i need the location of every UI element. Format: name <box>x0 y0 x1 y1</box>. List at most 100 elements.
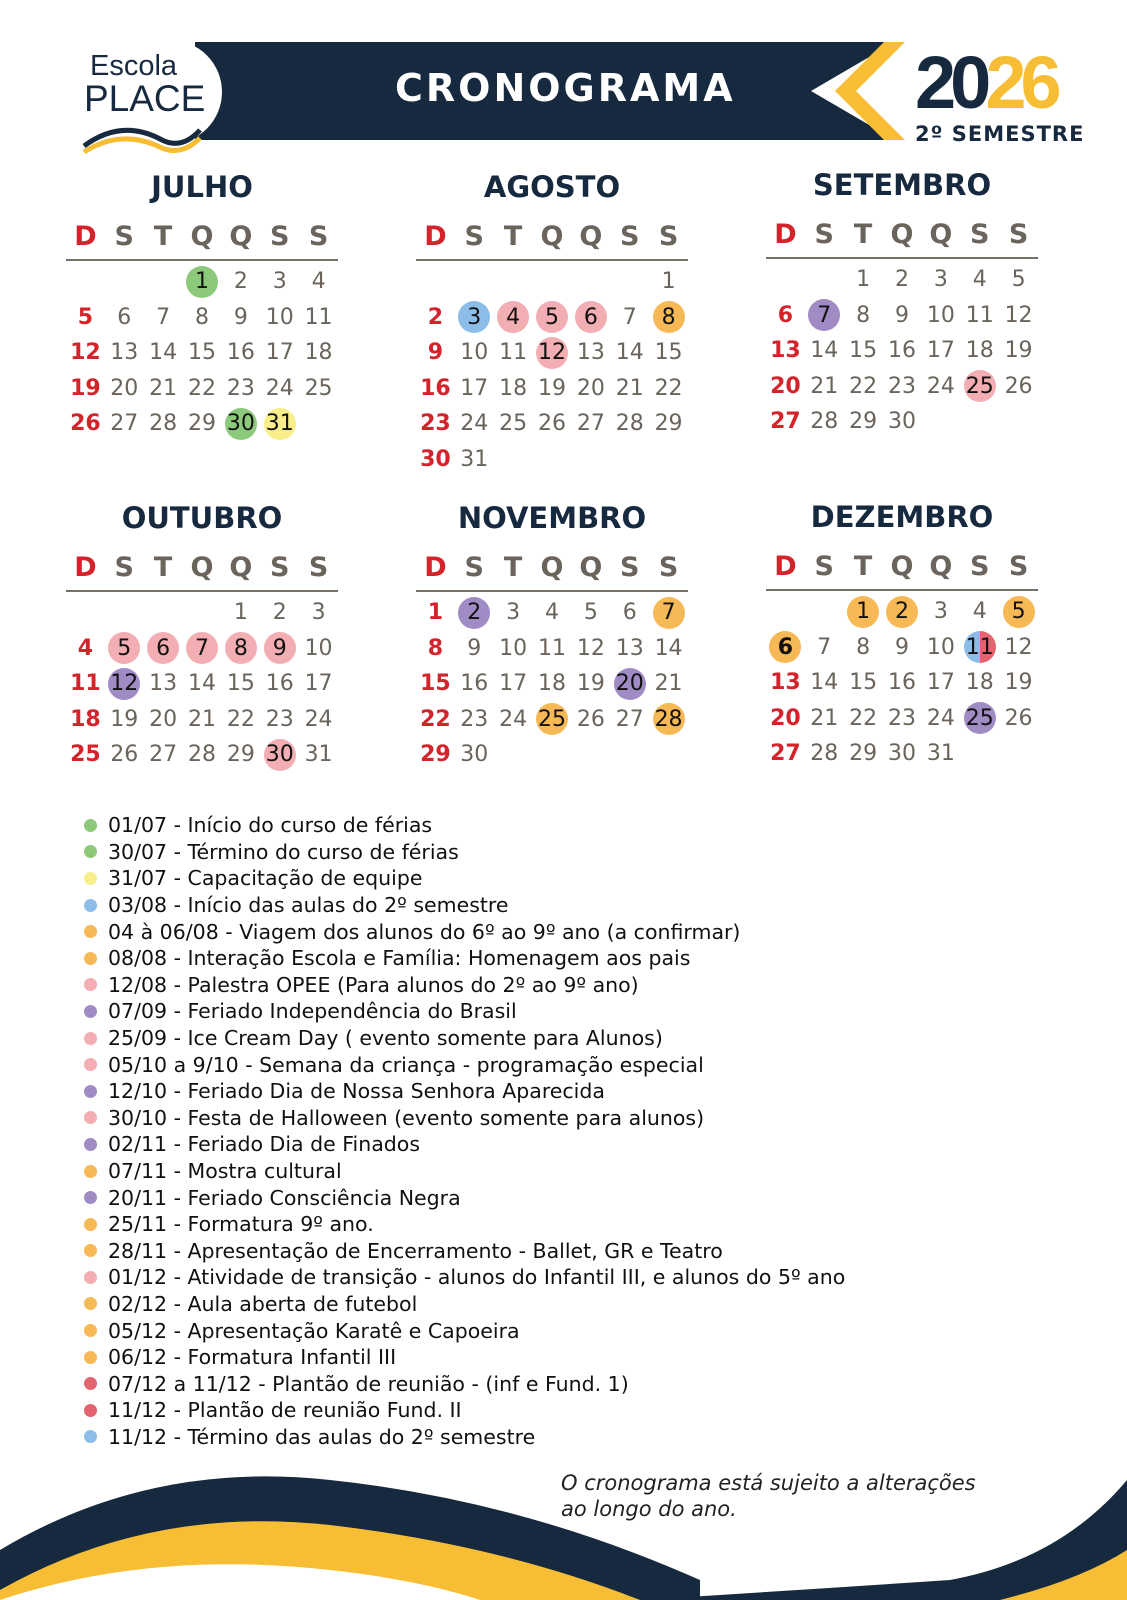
school-logo: Escola PLACE <box>72 40 222 155</box>
day-cell: 25 <box>960 369 999 405</box>
day-cell: 15 <box>226 671 255 697</box>
legend-text: 31/07 - Capacitação de equipe <box>108 866 423 891</box>
day-cell: 3 <box>933 267 948 293</box>
day-cell: 27 <box>770 741 801 767</box>
weekday-label: D <box>774 551 797 582</box>
month-setembro: SETEMBRO D S T Q Q S S 1 2 3 4 5 6 7 8 9 10 11 12 13 14 15 16 17… <box>766 165 1038 440</box>
highlighted-day: 6 <box>769 631 802 664</box>
day-cell: 7 <box>649 595 688 631</box>
weekday-label: Q <box>929 551 953 582</box>
legend-item: 07/09 - Feriado Independência do Brasil <box>84 998 845 1025</box>
day-cell: 17 <box>926 670 955 696</box>
day-cell: 13 <box>149 671 178 697</box>
weekday-label: D <box>774 219 797 250</box>
day-cell: 1 <box>661 269 676 295</box>
legend-dot-icon <box>84 1004 97 1018</box>
day-cell: 5 <box>105 631 144 667</box>
highlighted-day: 25 <box>963 702 996 735</box>
day-cell: 12 <box>533 335 572 371</box>
day-cell: 31 <box>260 406 299 442</box>
day-cell: 9 <box>894 634 909 660</box>
legend-item: 07/11 - Mostra cultural <box>84 1158 845 1185</box>
legend-text: 11/12 - Plantão de reunião Fund. II <box>108 1398 462 1423</box>
legend-dot-icon <box>84 1297 97 1311</box>
day-cell: 2 <box>883 594 922 630</box>
day-cell: 12 <box>105 666 144 702</box>
weekday-label: S <box>114 552 134 583</box>
day-cell: 2 <box>272 600 287 626</box>
semester-label: 2º SEMESTRE <box>915 122 1085 146</box>
legend-text: 02/12 - Aula aberta de futebol <box>108 1291 418 1316</box>
day-cell: 23 <box>887 373 916 399</box>
day-cell: 7 <box>183 631 222 667</box>
day-cell: 19 <box>70 375 101 401</box>
highlighted-day: 25 <box>535 703 568 736</box>
day-cell: 16 <box>460 671 489 697</box>
highlighted-day: 9 <box>263 632 296 665</box>
highlighted-day: 7 <box>808 299 841 332</box>
legend-dot-icon <box>84 1324 97 1338</box>
legend-text: 04 à 06/08 - Viagem dos alunos do 6º ao … <box>108 919 741 944</box>
day-cell: 4 <box>494 300 533 336</box>
day-cell: 25 <box>499 411 528 437</box>
legend-text: 03/08 - Início das aulas do 2º semestre <box>108 893 509 918</box>
day-cell: 28 <box>149 411 178 437</box>
day-cell: 22 <box>226 706 255 732</box>
legend-dot-icon <box>84 818 97 832</box>
day-cell: 6 <box>117 304 132 330</box>
legend-item: 30/10 - Festa de Halloween (evento somen… <box>84 1105 845 1132</box>
day-cell: 30 <box>260 737 299 773</box>
day-cell: 30 <box>887 741 916 767</box>
day-cell: 24 <box>304 706 333 732</box>
highlighted-day: 6 <box>574 301 607 334</box>
weekday-label: S <box>814 551 834 582</box>
day-cell: 22 <box>420 706 451 732</box>
day-cell: 3 <box>506 600 521 626</box>
day-cell: 24 <box>926 705 955 731</box>
day-cell: 26 <box>537 411 566 437</box>
legend-item: 11/12 - Término das aulas do 2º semestre <box>84 1424 845 1451</box>
day-grid: 1 2 3 4 5 6 7 8 9 10 11 12 13 14 15 16 17 18 19 20 21 22 23 24 2… <box>766 262 1038 440</box>
day-cell: 18 <box>965 670 994 696</box>
day-cell: 4 <box>77 635 94 661</box>
month-title: DEZEMBRO <box>810 500 994 534</box>
legend-dot-icon <box>84 925 97 939</box>
legend-dot-icon <box>84 1191 97 1205</box>
legend-dot-icon <box>84 1111 97 1125</box>
day-cell: 14 <box>810 670 839 696</box>
day-cell: 21 <box>187 706 216 732</box>
legend-dot-icon <box>84 1350 97 1364</box>
highlighted-day: 25 <box>963 370 996 403</box>
day-cell: 22 <box>849 373 878 399</box>
day-grid: 1 2 3 4 5 6 7 8 9 10 11 12 13 14 15 16 17 18 19 20 21 22 23 24 2… <box>66 264 338 442</box>
day-cell: 17 <box>304 671 333 697</box>
day-cell: 11 <box>304 304 333 330</box>
legend-text: 05/10 a 9/10 - Semana da criança - progr… <box>108 1052 704 1077</box>
legend-item: 01/07 - Início do curso de férias <box>84 812 845 839</box>
legend-item: 31/07 - Capacitação de equipe <box>84 865 845 892</box>
day-cell: 11 <box>537 635 566 661</box>
legend-item: 03/08 - Início das aulas do 2º semestre <box>84 892 845 919</box>
highlighted-day: 30 <box>263 738 296 771</box>
day-cell: 9 <box>233 304 248 330</box>
day-cell: 17 <box>265 340 294 366</box>
day-cell: 19 <box>1004 670 1033 696</box>
legend-item: 28/11 - Apresentação de Encerramento - B… <box>84 1238 845 1265</box>
weekday-label: S <box>269 552 290 583</box>
legend-item: 11/12 - Plantão de reunião Fund. II <box>84 1397 845 1424</box>
day-cell: 11 <box>960 630 999 666</box>
weekday-label: Q <box>890 551 914 582</box>
day-cell: 4 <box>972 267 987 293</box>
day-cell: 30 <box>420 446 451 472</box>
weekday-label: Q <box>890 219 914 250</box>
day-cell: 11 <box>965 302 994 328</box>
highlighted-day: 5 <box>1002 595 1035 628</box>
day-cell: 23 <box>887 705 916 731</box>
day-cell: 8 <box>649 300 688 336</box>
highlighted-day: 20 <box>613 667 646 700</box>
day-cell: 4 <box>544 600 559 626</box>
day-cell: 28 <box>187 742 216 768</box>
day-cell: 16 <box>226 340 255 366</box>
weekday-label: S <box>969 551 990 582</box>
